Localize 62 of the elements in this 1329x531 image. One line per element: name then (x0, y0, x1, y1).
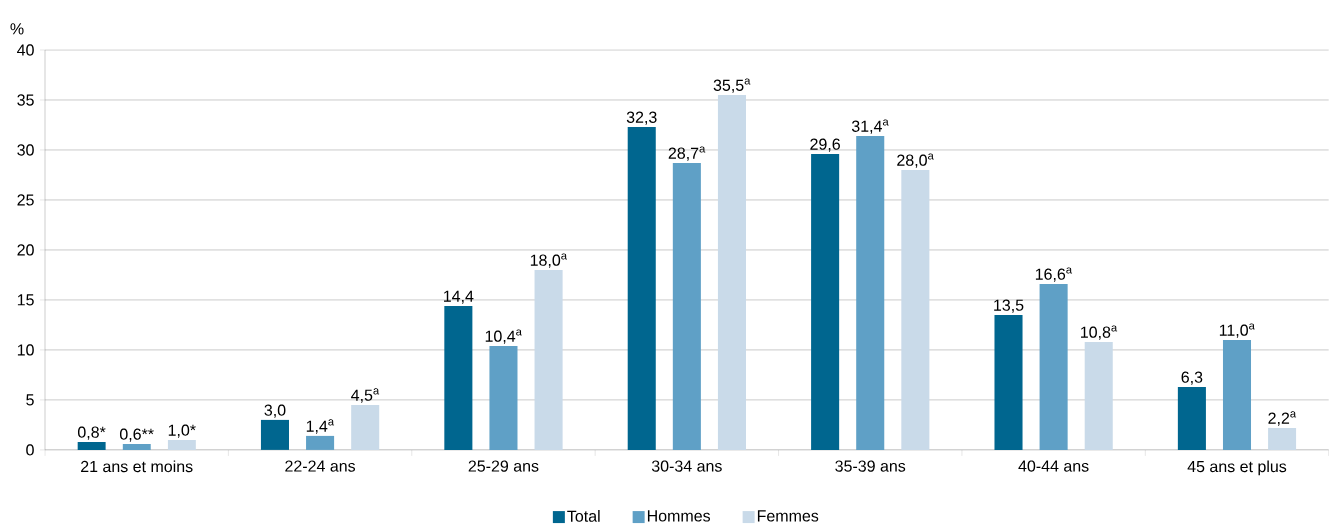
bar (901, 170, 930, 450)
bar (77, 441, 106, 450)
data-label: 0,8* (77, 426, 106, 440)
bar (994, 314, 1023, 450)
data-label: 29,6 (810, 138, 840, 152)
data-label: 14,4 (444, 290, 474, 304)
bar (167, 439, 196, 450)
data-label: 1,0* (168, 424, 196, 438)
bar (1268, 427, 1297, 450)
bar (717, 95, 746, 450)
data-label: 31,4$^{a}$ (851, 119, 889, 134)
x-tick-label: 45 ans et plus (1187, 460, 1287, 476)
data-label: 1,4$^{a}$ (306, 419, 335, 434)
bar (260, 419, 289, 450)
bar (306, 435, 335, 450)
y-tick-label: 0 (26, 444, 34, 456)
x-tick-label: 21 ans et moins (81, 460, 193, 473)
bar (856, 136, 885, 450)
bar (489, 345, 518, 450)
bar (811, 154, 840, 450)
x-tick-label: 35-39 ans (835, 460, 906, 472)
legend-label: Femmes (757, 510, 819, 522)
y-tick-label: 5 (26, 394, 34, 406)
x-tick-label: 40-44 ans (1018, 460, 1089, 472)
bar (534, 270, 563, 450)
bar (351, 404, 380, 450)
data-label: 6,3 (1181, 371, 1203, 385)
data-label: 32,3 (626, 111, 657, 125)
data-label: 11,0$^{a}$ (1219, 323, 1255, 338)
legend-label: Hommes (647, 510, 711, 522)
data-label: 10,4$^{a}$ (485, 329, 522, 344)
bar (444, 305, 473, 450)
data-label: 18,0$^{a}$ (530, 253, 568, 268)
legend-label: Total (567, 510, 600, 522)
bar (1039, 284, 1068, 450)
bar (1177, 386, 1206, 450)
y-tick-label: 20 (17, 244, 34, 256)
bar (122, 443, 151, 450)
data-label: 13,5 (994, 299, 1024, 313)
x-tick-label: 30-34 ans (651, 460, 722, 472)
y-tick-label: 40 (17, 44, 34, 56)
y-tick-label: 10 (17, 344, 34, 356)
y-axis-title: % (10, 23, 24, 35)
data-label: 0,6** (119, 428, 154, 442)
data-label: 35,5$^{a}$ (713, 78, 751, 93)
data-label: 3,0 (264, 404, 286, 418)
bar (627, 127, 656, 450)
data-label: 4,5$^{a}$ (351, 388, 380, 403)
bar (1222, 339, 1252, 450)
data-label: 16,6$^{a}$ (1035, 267, 1073, 282)
bar (672, 163, 701, 450)
y-tick-label: 30 (17, 144, 34, 156)
y-tick-label: 35 (17, 94, 34, 106)
x-tick-label: 22-24 ans (285, 460, 356, 472)
data-label: 2,2$^{a}$ (1268, 411, 1297, 426)
bar (1084, 341, 1113, 450)
data-label: 28,7$^{a}$ (668, 146, 706, 161)
data-label: 10,8$^{a}$ (1081, 325, 1118, 340)
y-tick-label: 25 (17, 194, 34, 206)
y-tick-label: 15 (17, 294, 34, 306)
x-tick-label: 25-29 ans (468, 460, 539, 472)
data-label: 28,0$^{a}$ (897, 153, 934, 168)
